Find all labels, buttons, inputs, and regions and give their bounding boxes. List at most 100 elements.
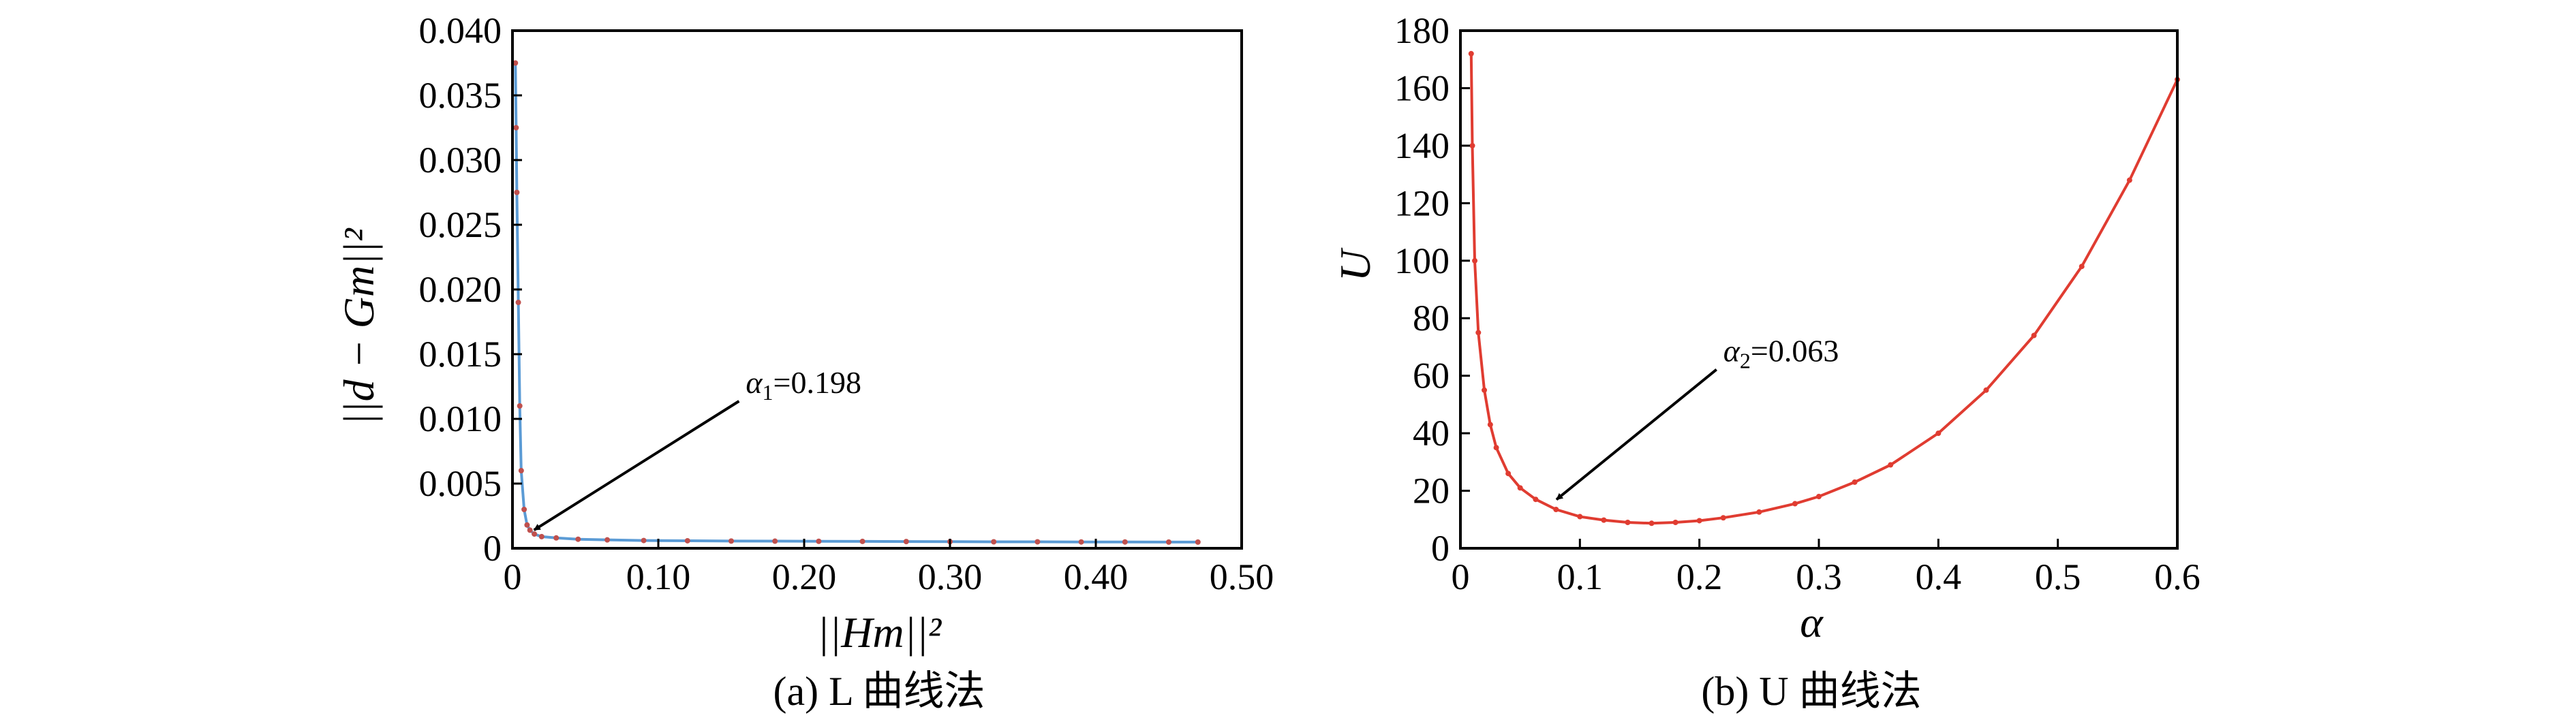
y-tick-label: 0.020 bbox=[419, 269, 502, 310]
panel-b-plot-frame bbox=[1459, 29, 2179, 550]
data-point bbox=[1792, 501, 1798, 507]
y-tick-label: 0.005 bbox=[419, 463, 502, 504]
y-tick-label: 0 bbox=[1431, 528, 1450, 569]
panel-a-y-axis-title: ||d − Gm||² bbox=[335, 227, 383, 426]
data-point bbox=[1852, 479, 1858, 485]
data-point bbox=[1472, 257, 1478, 264]
panel-b-annotation: α2=0.063 bbox=[1555, 334, 1839, 501]
data-point bbox=[1493, 445, 1499, 451]
data-point bbox=[1482, 387, 1488, 393]
data-point bbox=[1505, 471, 1512, 477]
data-point bbox=[816, 538, 822, 544]
data-point bbox=[1816, 494, 1822, 499]
data-point bbox=[513, 125, 519, 131]
data-point bbox=[517, 403, 523, 409]
y-tick-label: 140 bbox=[1394, 125, 1450, 166]
panel-a-caption: (a) L 曲线法 bbox=[773, 669, 985, 714]
data-point bbox=[518, 468, 524, 473]
data-point bbox=[1487, 422, 1493, 428]
data-point bbox=[2126, 177, 2132, 183]
data-point bbox=[1533, 497, 1539, 503]
panel-b-annotation-arrow bbox=[1555, 368, 1717, 501]
data-point bbox=[1034, 539, 1041, 545]
series-line bbox=[1469, 53, 2179, 525]
data-point bbox=[1601, 517, 1607, 523]
y-tick-label: 160 bbox=[1394, 67, 1450, 108]
data-point bbox=[538, 533, 545, 539]
panel-a-plot-frame bbox=[511, 29, 1243, 550]
data-point bbox=[641, 537, 647, 544]
y-tick-label: 40 bbox=[1413, 413, 1450, 454]
data-point bbox=[903, 539, 909, 545]
x-tick-label: 0.4 bbox=[1916, 556, 1962, 597]
x-tick-label: 0.1 bbox=[1557, 556, 1604, 597]
x-tick-label: 0.20 bbox=[772, 556, 837, 597]
data-point bbox=[553, 535, 559, 541]
data-point bbox=[1078, 539, 1084, 545]
x-tick-label: 0.40 bbox=[1064, 556, 1129, 597]
data-point bbox=[521, 507, 527, 512]
data-point bbox=[1475, 330, 1482, 336]
data-point bbox=[1517, 485, 1523, 491]
x-tick-label: 0.10 bbox=[626, 556, 691, 597]
data-point bbox=[1756, 509, 1762, 515]
y-tick-label: 0.025 bbox=[419, 204, 502, 245]
data-point bbox=[2079, 264, 2085, 270]
y-tick-label: 100 bbox=[1394, 240, 1450, 281]
data-point bbox=[729, 538, 734, 544]
y-tick-label: 120 bbox=[1394, 183, 1450, 223]
y-tick-label: 0 bbox=[483, 528, 502, 569]
panel-a-annotation-label: α1=0.198 bbox=[746, 365, 861, 405]
panel-b-marks bbox=[1468, 50, 2180, 526]
data-point bbox=[1122, 539, 1128, 545]
data-point bbox=[991, 539, 997, 545]
x-tick-label: 0.50 bbox=[1210, 556, 1274, 597]
data-point bbox=[1625, 520, 1631, 525]
panel-a-x-axis-title: ||Hm||² bbox=[817, 608, 942, 657]
data-point bbox=[772, 538, 778, 544]
panel-a-marks bbox=[512, 60, 1201, 545]
data-point bbox=[859, 538, 865, 544]
data-point bbox=[1696, 518, 1702, 524]
panel-a-l-curve: 0 0.005 0.010 0.015 0.020 0.025 0.030 0.035 0.04… bbox=[335, 10, 1274, 714]
x-tick-label: 0 bbox=[1452, 556, 1470, 597]
data-point bbox=[1649, 520, 1655, 526]
panel-a-annotation-arrow bbox=[533, 400, 740, 531]
panel-b-x-axis-title: α bbox=[1800, 598, 1824, 646]
data-point bbox=[514, 189, 520, 195]
panel-b-y-ticks: 0 20 40 60 80 100 120 140 160 180 bbox=[1394, 10, 1470, 569]
data-point bbox=[1720, 515, 1726, 521]
data-point bbox=[684, 537, 690, 544]
data-point bbox=[604, 537, 611, 543]
x-tick-label: 0.6 bbox=[2154, 556, 2201, 597]
y-tick-label: 0.015 bbox=[419, 334, 502, 375]
panel-a-y-ticks: 0 0.005 0.010 0.015 0.020 0.025 0.030 0.035 0.04… bbox=[419, 10, 522, 569]
data-point bbox=[1195, 539, 1201, 545]
panel-b-x-ticks: 0 0.1 0.2 0.3 0.4 0.5 0.6 bbox=[1452, 539, 2201, 597]
panel-b-annotation-label: α2=0.063 bbox=[1723, 334, 1839, 373]
data-point bbox=[1983, 387, 1989, 393]
data-point bbox=[1935, 430, 1942, 437]
data-point bbox=[1672, 520, 1678, 525]
data-point bbox=[512, 60, 519, 66]
data-point bbox=[1577, 514, 1583, 520]
data-point bbox=[575, 536, 581, 542]
data-point bbox=[1468, 50, 1474, 57]
data-point bbox=[1553, 507, 1559, 512]
panel-b-u-curve: 0 20 40 60 80 100 120 140 160 180 0 0.1 0.2 0.3 0.4 0.… bbox=[1331, 10, 2201, 714]
y-tick-label: 60 bbox=[1413, 356, 1450, 396]
data-point bbox=[2031, 332, 2037, 339]
y-tick-label: 80 bbox=[1413, 298, 1450, 339]
data-point bbox=[515, 300, 521, 305]
panel-a-annotation: α1=0.198 bbox=[533, 365, 861, 531]
data-point bbox=[1469, 142, 1475, 148]
x-tick-label: 0 bbox=[504, 556, 522, 597]
series-line bbox=[514, 63, 1198, 544]
y-tick-label: 0.010 bbox=[419, 398, 502, 439]
x-tick-label: 0.2 bbox=[1676, 556, 1723, 597]
x-tick-label: 0.3 bbox=[1796, 556, 1842, 597]
y-tick-label: 0.040 bbox=[419, 10, 502, 51]
data-point bbox=[527, 527, 533, 533]
data-point bbox=[532, 531, 538, 537]
x-tick-label: 0.5 bbox=[2035, 556, 2081, 597]
